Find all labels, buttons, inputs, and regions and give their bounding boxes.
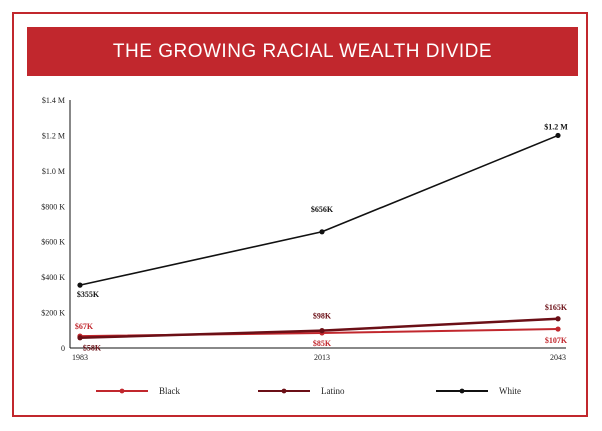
title-banner: THE GROWING RACIAL WEALTH DIVIDE: [27, 27, 578, 76]
data-label: $656K: [311, 205, 334, 214]
data-point-latino: [77, 335, 83, 341]
data-label: $165K: [545, 303, 568, 312]
legend-label: White: [499, 386, 521, 396]
legend-label: Black: [159, 386, 180, 396]
data-point-white: [555, 132, 561, 139]
legend-swatch-marker: [119, 388, 125, 394]
data-label: $1.2 M: [544, 122, 568, 131]
data-label: $58K: [83, 344, 102, 353]
y-tick-label: $800 K: [41, 202, 65, 211]
data-point-white: [77, 282, 83, 288]
data-label: $85K: [313, 339, 332, 348]
legend-swatch-marker: [281, 388, 287, 394]
y-tick-label: $400 K: [41, 273, 65, 282]
legend-swatch-marker: [459, 388, 465, 394]
x-tick-label: 1983: [72, 353, 88, 362]
data-point-white: [319, 229, 325, 235]
data-label: $107K: [545, 336, 568, 345]
data-point-black: [555, 326, 561, 332]
chart-frame: [12, 12, 588, 417]
data-label: $355K: [77, 290, 100, 299]
data-label: $98K: [313, 312, 332, 321]
data-point-latino: [319, 328, 325, 334]
legend-label: Latino: [321, 386, 345, 396]
x-tick-label: 2013: [314, 353, 330, 362]
y-tick-label: $600 K: [41, 238, 65, 247]
y-tick-label: $1.0 M: [42, 167, 65, 176]
series-line-latino: [79, 317, 559, 339]
y-tick-label: $1.2 M: [42, 131, 65, 140]
y-tick-label: $1.4 M: [42, 96, 65, 105]
y-tick-label: $200 K: [41, 309, 65, 318]
x-tick-label: 2043: [550, 353, 566, 362]
data-point-latino: [555, 316, 561, 322]
y-tick-label: 0: [61, 344, 65, 353]
data-label: $67K: [75, 322, 94, 331]
chart-title: THE GROWING RACIAL WEALTH DIVIDE: [112, 40, 493, 62]
